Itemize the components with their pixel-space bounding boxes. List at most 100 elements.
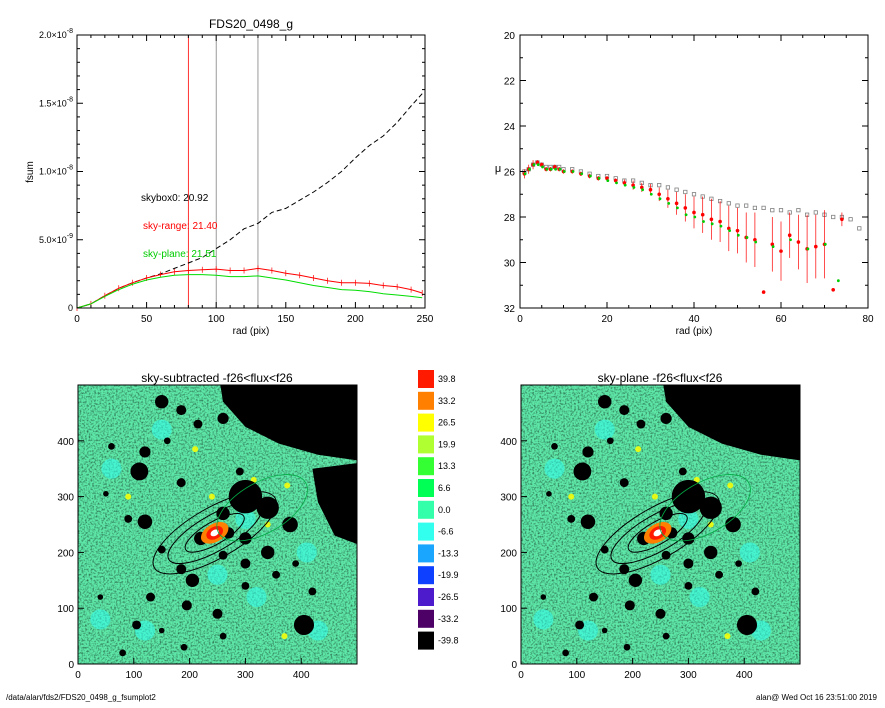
skyrange-point [831, 288, 835, 292]
colorbar-label: -6.6 [438, 527, 454, 537]
colorbar-label: -13.3 [438, 548, 459, 558]
footer-timestamp: alan@ Wed Oct 16 23:51:00 2019 [756, 693, 877, 702]
yellow-speck [208, 493, 215, 500]
cyan-patch [544, 458, 565, 479]
ytick-label: 100 [500, 604, 517, 615]
ytick-label: 26 [504, 168, 516, 179]
skyplane-point [658, 197, 662, 201]
colorbar-swatch [418, 435, 434, 454]
yellow-speck [635, 446, 642, 453]
cyan-patch [90, 609, 111, 630]
skyplane-annotation: sky-plane: 21.51 [143, 249, 217, 260]
mu-panel: 0 20 40 60 80 20 22 24 26 28 30 32 rad (pix) μ [495, 31, 874, 337]
cyan-patch [246, 586, 267, 608]
skyplane-point [745, 236, 749, 239]
skybox-point [857, 226, 862, 231]
colorbar-label: 6.6 [438, 483, 451, 493]
colorbar-label: -39.8 [438, 636, 459, 646]
skybox-point [761, 205, 766, 210]
sky-plane-image: 0 100 200 300 400 0 100 200 300 400 [500, 384, 801, 681]
yellow-speck [192, 446, 199, 453]
skyrange-point [735, 228, 740, 233]
ytick-label: 0 [68, 660, 74, 671]
mask-blob [157, 545, 166, 554]
colorbar-swatch [418, 500, 434, 519]
colorbar-label: 26.5 [438, 418, 456, 428]
aperture-ellipse-0 [184, 513, 245, 553]
skyrange-point [657, 192, 661, 197]
mask-blob [623, 643, 631, 651]
mask-blob [139, 446, 151, 458]
sky-subtracted-panel: sky-subtracted -f26<flux<f26 0 100 200 300 4… [57, 371, 358, 681]
ytick-label: 300 [57, 493, 74, 504]
colorbar: 39.8 33.2 26.5 19.9 13.3 6.6 0.0 -6.6 -13.3 -19.9… [418, 370, 459, 650]
skyplane-point [597, 176, 601, 180]
mask-blob [546, 491, 552, 497]
mask-blob [589, 592, 599, 602]
ytick-label: 0 [511, 660, 517, 671]
mask-blob [228, 479, 263, 514]
mask-blob [130, 462, 149, 481]
colorbar-swatch [418, 413, 434, 432]
skyplane-point [728, 229, 731, 233]
colorbar-swatch [418, 522, 434, 541]
image-frame [77, 384, 358, 665]
sky-plane-panel: sky-plane -f26<flux<f26 0 100 200 300 400 0 10… [500, 371, 801, 681]
xtick-label: 50 [141, 314, 153, 325]
colorbar-swatch [418, 544, 434, 563]
skyplane-point [532, 163, 536, 167]
xtick-label: 250 [417, 314, 434, 325]
skyplane-point [549, 167, 553, 171]
skyrange-point [761, 290, 766, 294]
skyrange-point [700, 212, 705, 217]
mask-blob [636, 419, 646, 429]
mask-blob [261, 545, 275, 560]
ytick-label: 400 [500, 437, 517, 448]
mask-blob [176, 405, 187, 416]
skyrange-point [666, 197, 670, 201]
colorbar-label: 33.2 [438, 396, 456, 406]
xtick-label: 0 [517, 314, 523, 325]
fsum-ylabel: fsum [25, 161, 36, 183]
skybox-point [813, 210, 818, 215]
series-line-1 [76, 267, 423, 309]
xtick-label: 400 [293, 670, 310, 681]
cyan-patch [594, 419, 615, 440]
colorbar-swatch [418, 370, 434, 388]
skyrange-point [683, 206, 688, 210]
sky-ellipse [659, 474, 751, 542]
ytick-exponent: -8 [67, 28, 73, 35]
mask-blob [600, 545, 609, 554]
mask-blob [293, 614, 315, 635]
colorbar-swatch [418, 566, 434, 585]
mask-blob [176, 478, 186, 488]
fsum-title: FDS20_0498_g [209, 17, 293, 31]
mask-blob [628, 573, 643, 587]
galaxy-core [653, 529, 662, 537]
skybox-point [770, 208, 775, 213]
ytick-label: 200 [500, 548, 517, 559]
skybox-point [831, 214, 836, 220]
skybox-point [657, 183, 662, 188]
mask-blob [240, 558, 251, 569]
skyplane-point [710, 222, 714, 226]
series-line-0 [76, 93, 423, 309]
skyplane-point [571, 170, 575, 173]
masked-region [663, 385, 800, 461]
ytick-exponent: -8 [67, 165, 73, 172]
xtick-label: 20 [601, 314, 613, 325]
mask-blob [124, 515, 133, 523]
cyan-patch [533, 609, 554, 630]
mask-blob [683, 558, 694, 569]
mask-blob [137, 514, 153, 529]
fsum-frame [76, 34, 426, 309]
yellow-speck [284, 482, 291, 489]
ytick-label: 400 [57, 437, 74, 448]
mask-blob [598, 395, 612, 409]
ytick-label: 24 [504, 122, 516, 133]
skybox-point [726, 201, 731, 206]
skybox-point [691, 192, 697, 197]
skybox-point [665, 185, 671, 190]
skyplane-point [806, 247, 810, 251]
cyan-patch [296, 542, 317, 563]
